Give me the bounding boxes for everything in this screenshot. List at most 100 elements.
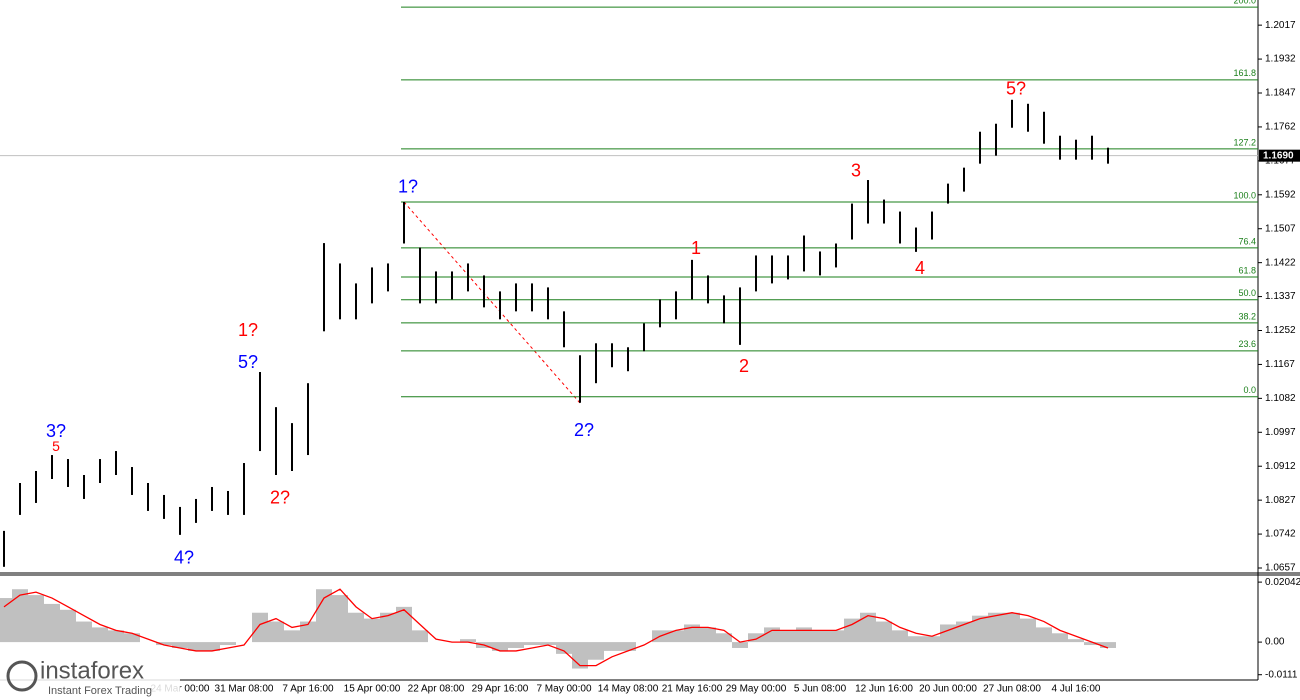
- macd-bar: [940, 624, 956, 643]
- macd-bar: [412, 630, 428, 643]
- macd-bar: [300, 621, 316, 643]
- macd-bar: [252, 612, 268, 643]
- macd-bar: [508, 642, 524, 648]
- current-price-label: 1.1690: [1263, 150, 1294, 161]
- y-tick-label: 1.1252: [1265, 325, 1296, 336]
- macd-bar: [156, 642, 172, 646]
- x-tick-label: 7 May 00:00: [536, 684, 591, 695]
- macd-bar: [284, 630, 300, 643]
- watermark-bg: [0, 655, 180, 700]
- watermark-brand: instaforex: [40, 657, 144, 684]
- fib-label: 38.2: [1238, 311, 1256, 321]
- x-tick-label: 20 Jun 00:00: [919, 684, 977, 695]
- macd-bar: [972, 615, 988, 643]
- wave-label: 1?: [238, 320, 258, 340]
- macd-bar: [908, 636, 924, 643]
- fib-label: 61.8: [1238, 265, 1256, 275]
- wave-label: 5?: [238, 352, 258, 372]
- macd-bar: [556, 642, 572, 654]
- fib-label: 200.0: [1233, 0, 1256, 6]
- macd-bar: [380, 612, 396, 643]
- macd-bar: [780, 630, 796, 643]
- wave-trend-line: [403, 201, 581, 404]
- macd-bar: [316, 589, 332, 643]
- macd-bar: [860, 612, 876, 643]
- macd-bar: [460, 639, 476, 643]
- y-tick-label: 1.1932: [1265, 54, 1296, 65]
- macd-bar: [796, 627, 812, 643]
- macd-bar: [108, 630, 124, 643]
- watermark-logo: [6, 660, 38, 692]
- x-tick-label: 24 Mar 00:00: [151, 684, 210, 695]
- macd-bar: [1020, 618, 1036, 643]
- wave-label: 2: [739, 356, 749, 376]
- macd-bar: [1036, 627, 1052, 643]
- macd-bar: [1068, 639, 1084, 643]
- macd-bar: [716, 633, 732, 643]
- macd-bar: [524, 642, 540, 646]
- macd-bar: [492, 642, 508, 651]
- macd-bar: [764, 627, 780, 643]
- wave-label: 5: [52, 438, 60, 454]
- wave-label: 5?: [1006, 79, 1026, 99]
- macd-bar: [332, 595, 348, 643]
- y-tick-label: 0.00: [1265, 637, 1285, 648]
- macd-bar: [1004, 612, 1020, 643]
- macd-bar: [572, 642, 588, 669]
- macd-bar: [620, 642, 636, 651]
- y-tick-label: 1.2017: [1265, 20, 1296, 31]
- fib-label: 50.0: [1238, 288, 1256, 298]
- watermark: instaforex Instant Forex Trading: [0, 655, 180, 700]
- macd-bar: [828, 630, 844, 643]
- macd-bar: [668, 630, 684, 643]
- macd-bar: [220, 642, 236, 646]
- fib-label: 127.2: [1233, 137, 1256, 147]
- macd-bar: [76, 621, 92, 643]
- y-tick-label: 1.1847: [1265, 88, 1296, 99]
- macd-bar: [172, 642, 188, 648]
- y-tick-label: 1.1082: [1265, 393, 1296, 404]
- macd-bar: [12, 589, 28, 643]
- x-tick-label: 29 Apr 16:00: [472, 684, 529, 695]
- macd-bar: [348, 612, 364, 643]
- x-tick-label: 4 Jul 16:00: [1052, 684, 1101, 695]
- macd-bar: [124, 633, 140, 643]
- y-tick-label: 1.1422: [1265, 257, 1296, 268]
- macd-bar: [812, 630, 828, 643]
- wave-label: 4?: [174, 548, 194, 568]
- macd-bar: [684, 624, 700, 643]
- macd-bar: [44, 603, 60, 643]
- macd-bar: [748, 633, 764, 643]
- macd-bar: [364, 618, 380, 643]
- y-tick-label: 1.1762: [1265, 122, 1296, 133]
- macd-bar: [92, 627, 108, 643]
- y-tick-label: 1.0742: [1265, 529, 1296, 540]
- x-tick-label: 5 Jun 08:00: [794, 684, 847, 695]
- y-tick-label: 1.0997: [1265, 427, 1296, 438]
- fib-label: 100.0: [1233, 190, 1256, 200]
- macd-bar: [1100, 642, 1116, 648]
- macd-bar: [0, 598, 12, 643]
- macd-bar: [892, 630, 908, 643]
- wave-label: 3: [851, 160, 861, 180]
- wave-label: 1: [691, 238, 701, 258]
- y-tick-label: 1.0827: [1265, 495, 1296, 506]
- macd-bar: [988, 612, 1004, 643]
- signal-line: [3, 588, 1109, 667]
- watermark-tagline: Instant Forex Trading: [48, 685, 152, 697]
- wave-label: 2?: [270, 488, 290, 508]
- macd-bar: [956, 621, 972, 643]
- macd-bar: [1084, 642, 1100, 646]
- wave-label: 1?: [398, 176, 418, 196]
- wave-label: 4: [915, 258, 925, 278]
- y-tick-label: -0.0111: [1265, 669, 1298, 680]
- x-tick-label: 22 Apr 08:00: [408, 684, 465, 695]
- macd-bar: [204, 642, 220, 651]
- y-tick-label: 1.0657: [1265, 563, 1296, 574]
- macd-bar: [876, 621, 892, 643]
- macd-bar: [732, 642, 748, 648]
- macd-bar: [188, 642, 204, 651]
